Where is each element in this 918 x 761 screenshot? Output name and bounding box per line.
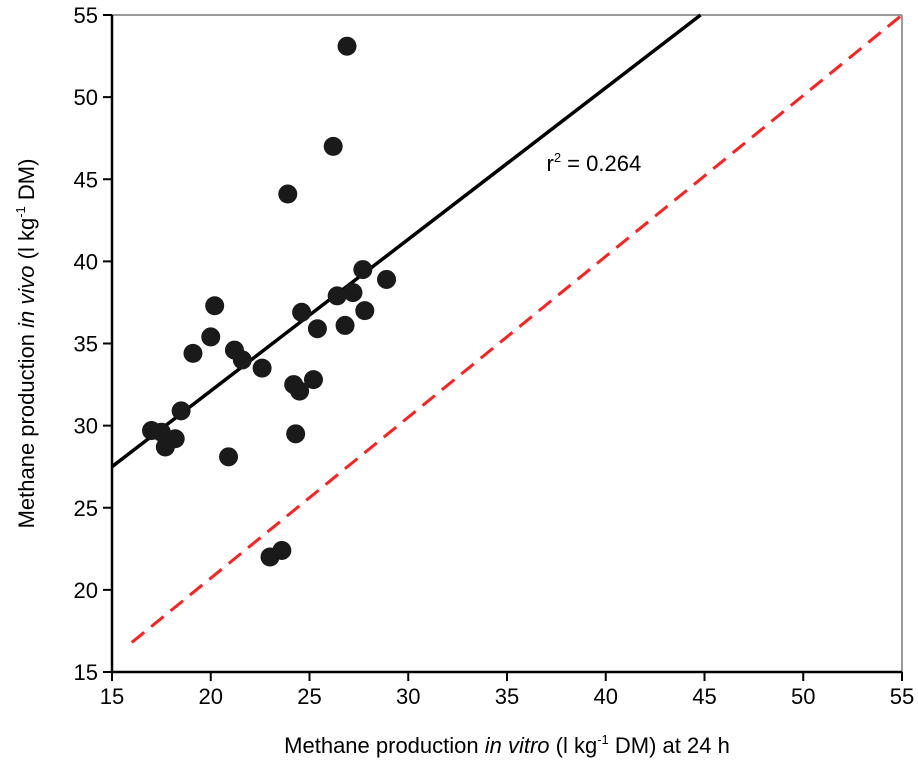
x-axis-label-part2: (l kg xyxy=(550,733,598,758)
data-point xyxy=(377,269,397,289)
y-tick-label: 50 xyxy=(74,85,98,110)
x-axis-label-sup: -1 xyxy=(597,732,609,747)
y-tick-label: 40 xyxy=(74,249,98,274)
x-tick-label: 20 xyxy=(199,684,223,709)
y-tick-label: 45 xyxy=(74,167,98,192)
y-tick-label: 30 xyxy=(74,414,98,439)
data-point xyxy=(353,260,373,280)
x-tick-label: 30 xyxy=(396,684,420,709)
data-point xyxy=(171,401,191,421)
x-tick-label: 25 xyxy=(297,684,321,709)
identity-line-path xyxy=(130,13,903,644)
data-point xyxy=(355,301,375,321)
regression-line-path xyxy=(110,13,702,469)
axes: 15 20 25 30 35 40 45 50 55 15 20 25 30 35 40 45 50 55 xyxy=(74,3,915,709)
x-tick-label: 45 xyxy=(692,684,716,709)
x-tick-label: 55 xyxy=(890,684,914,709)
y-tick-label: 35 xyxy=(74,332,98,357)
data-point xyxy=(278,184,298,204)
data-point xyxy=(335,315,355,335)
data-points xyxy=(142,36,397,567)
x-axis-label-part1: Methane production xyxy=(284,733,485,758)
data-point xyxy=(303,370,323,390)
y-axis-label-part1: Methane production xyxy=(14,328,39,529)
y-tick-label: 20 xyxy=(74,578,98,603)
data-point xyxy=(292,302,312,322)
y-tick-label: 55 xyxy=(74,3,98,28)
data-point xyxy=(307,319,327,339)
data-point xyxy=(201,327,221,347)
data-point xyxy=(286,424,306,444)
y-tick-label: 25 xyxy=(74,496,98,521)
regression-line xyxy=(110,13,702,469)
r-squared-annotation: r2 = 0.264 xyxy=(547,150,642,176)
x-axis-label-italic: in vitro xyxy=(485,733,550,758)
data-point xyxy=(343,283,363,303)
y-axis-label-italic: in vivo xyxy=(14,265,39,327)
data-point xyxy=(165,429,185,449)
x-axis-label: Methane production in vitro (l kg-1 DM) … xyxy=(284,732,730,758)
r-squared-value: = 0.264 xyxy=(561,151,641,176)
y-tick-label: 15 xyxy=(74,660,98,685)
data-point xyxy=(183,343,203,363)
data-point xyxy=(290,381,310,401)
y-axis-label-part3: DM) xyxy=(14,159,39,207)
x-tick-label: 35 xyxy=(495,684,519,709)
data-point xyxy=(272,540,292,560)
x-tick-label: 15 xyxy=(100,684,124,709)
data-point xyxy=(337,36,357,56)
identity-line xyxy=(130,13,903,644)
r-squared-base: r xyxy=(547,151,554,176)
x-tick-label: 50 xyxy=(791,684,815,709)
data-point xyxy=(252,358,272,378)
r-squared-sup: 2 xyxy=(554,150,561,165)
x-axis-label-part3: DM) at 24 h xyxy=(609,733,730,758)
data-point xyxy=(219,447,239,467)
y-axis-label-part2: (l kg xyxy=(14,218,39,266)
y-axis-label: Methane production in vivo (l kg-1 DM) xyxy=(13,159,39,529)
data-point xyxy=(327,286,347,306)
data-point xyxy=(232,350,252,370)
data-point xyxy=(205,296,225,316)
x-tick-label: 40 xyxy=(594,684,618,709)
y-axis-label-sup: -1 xyxy=(13,206,28,218)
data-point xyxy=(323,136,343,156)
